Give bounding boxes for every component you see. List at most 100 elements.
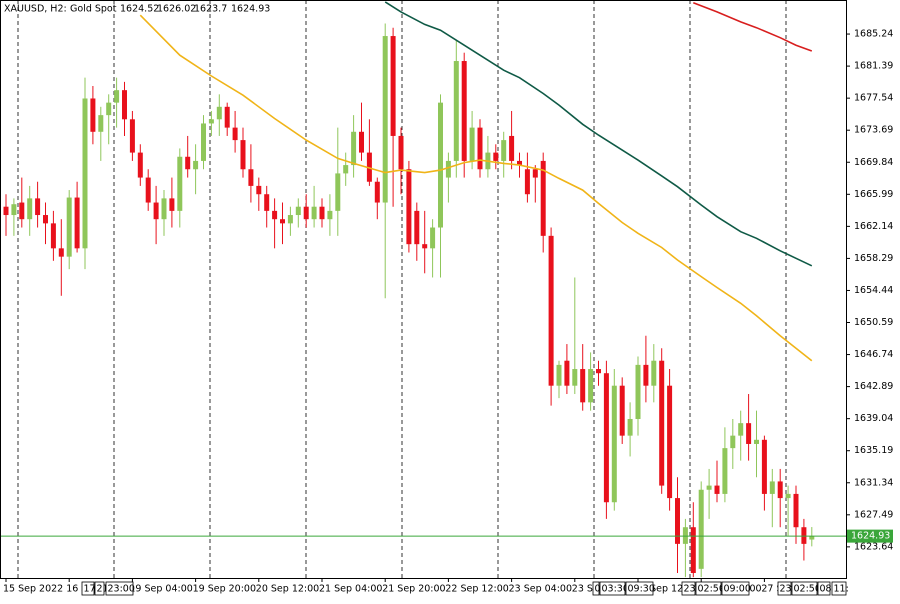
axes: 1685.24 1681.39 1677.54 1673.69 1669.84 1665.… [0,0,893,596]
candle-body [785,493,791,499]
x-tick-label: 20 Sep 12:00 [256,584,319,595]
candle-body [35,198,41,216]
candle-body [611,385,617,503]
candle-body [66,197,72,257]
candle-body [19,202,25,220]
candle-body [438,102,443,228]
candle-body [359,131,364,153]
time-marker: 0 [595,584,601,595]
y-tick-label: 1685.24 [854,29,893,40]
candle-body [272,210,278,220]
candle-body [422,244,428,249]
candle-body [3,206,9,216]
time-marker: 02:50 [698,584,725,595]
candle-body [232,127,238,141]
candle-body [453,61,459,161]
candle-body [129,119,135,153]
candle-body [532,169,538,178]
candle-body [177,156,183,211]
candle-body [746,423,752,444]
last-high: 1626.02 [157,4,196,15]
candle-body [208,119,214,124]
candle-body [106,102,112,116]
y-tick-label: 1665.99 [854,189,893,200]
candle-body [761,439,767,494]
candle-body [556,364,562,386]
candle-body [319,206,325,220]
y-tick-label: 1681.39 [854,61,893,72]
x-tick-label: 15 Sep 2022 [3,584,63,595]
candle-body [643,364,649,386]
time-marker: 11: [834,584,849,595]
candle-body [248,169,254,186]
candle-body [517,160,522,166]
y-tick-label: 1677.54 [854,93,893,104]
time-marker-box [721,581,750,596]
candle-body [161,198,167,220]
candle-body [90,98,96,132]
time-marker: 23: [684,584,699,595]
candle-body [280,219,285,224]
time-marker-box [777,581,792,596]
moving-average [139,14,813,362]
candle-body [675,498,680,544]
candle-body [667,385,673,499]
time-marker: 2 [97,584,103,595]
candle-body [430,227,436,249]
time-marker-box [817,581,831,596]
candle-body [588,369,594,403]
candle-body [193,160,199,170]
candle-body [627,418,633,436]
candle-body [366,152,372,182]
candle-body [295,206,301,216]
last-low: 1623.7 [194,4,227,15]
y-tick-label: 1662.14 [854,221,893,232]
candle-body [303,206,309,220]
candle-body [311,206,317,220]
price-label: 1624.93 [851,531,890,542]
candle-body [343,165,349,174]
symbol-description: Gold Spot [70,4,117,15]
candle-body [445,160,451,178]
moving-average [693,1,813,52]
y-tick-label: 1627.49 [854,509,893,520]
x-tick-label: 21 Sep 20:00 [382,584,445,595]
candle-body [659,360,665,486]
plot-area [0,0,846,578]
x-tick-label: 23 Sep 04:00 [509,584,572,595]
price-label-box [847,529,893,543]
candle-body [43,215,48,224]
candle-body [82,98,88,249]
candle-body [98,115,104,132]
candle-body [809,536,815,540]
candle-body [706,485,712,490]
y-tick-label: 1646.74 [854,349,893,360]
time-marker-box [592,581,600,596]
time-marker: 23: [780,584,795,595]
candle-body [240,140,246,170]
candle-body [406,169,412,245]
plot-frame [0,0,847,579]
candle-body [635,364,641,419]
candle-body [461,61,467,161]
y-tick-label: 1654.44 [854,285,893,296]
y-tick-label: 1635.19 [854,445,893,456]
candle-body [382,36,388,203]
candle-body [398,135,404,170]
time-marker-box [681,581,696,596]
time-marker-box [105,581,134,596]
candle-body [801,527,807,544]
symbol-title: XAUUSD, H2: [4,4,67,15]
candle-body [619,385,625,436]
time-marker: 09:00 [724,584,751,595]
time-marker: 23:00 [108,584,135,595]
time-marker-box [831,581,847,596]
candle-body [216,106,222,120]
candle-body [596,369,601,374]
time-marker-box [599,581,626,596]
x-tick-label: 19 Sep 20:00 [193,584,256,595]
candle-body [690,527,696,574]
candle-body [374,181,380,203]
candle-body [201,123,206,161]
